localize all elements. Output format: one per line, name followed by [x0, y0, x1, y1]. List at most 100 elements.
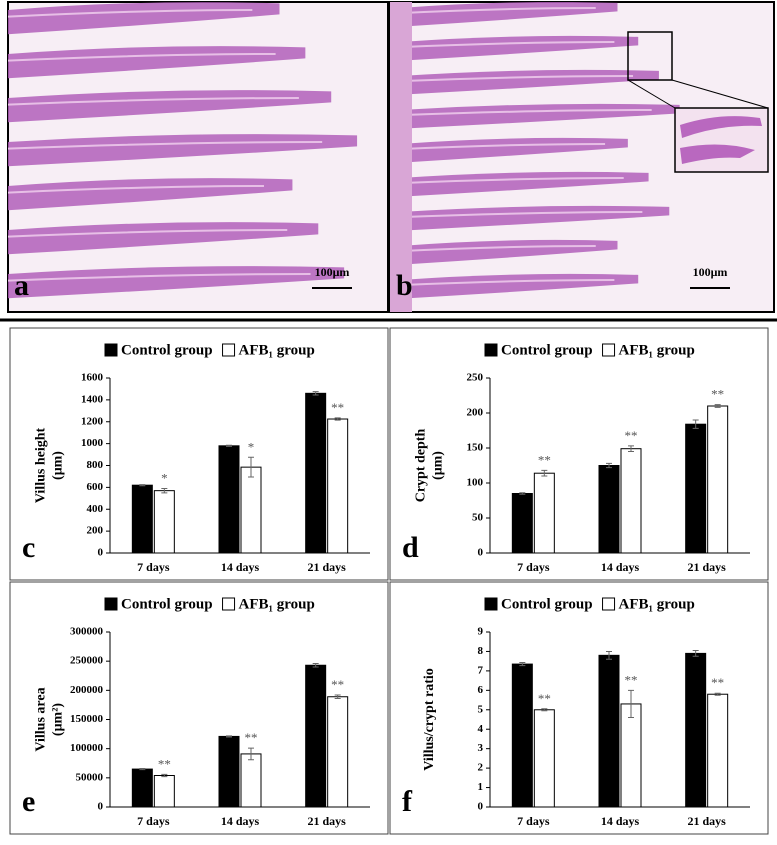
legend-swatch [484, 343, 498, 357]
y-tick-label: 5 [478, 703, 484, 715]
error-bar [161, 487, 168, 494]
x-tick-label: 14 days [221, 814, 260, 828]
legend-swatch [104, 343, 118, 357]
error-bar [248, 747, 254, 761]
y-tick-label: 9 [478, 626, 484, 638]
x-tick-label: 14 days [221, 560, 260, 574]
bar [685, 652, 707, 808]
legend-swatch [222, 597, 236, 611]
y-tick-label: 1000 [81, 437, 104, 449]
legend-label: Control group [121, 342, 213, 358]
y-tick-label: 250 [467, 372, 484, 384]
significance: ** [711, 675, 724, 690]
villus-core [399, 75, 634, 83]
legend-label: Control group [501, 596, 593, 612]
y-tick-label: 1400 [81, 393, 104, 405]
panel-label: c [22, 531, 35, 564]
significance: ** [331, 400, 344, 415]
y-axis-label: Crypt depth [414, 429, 429, 503]
y-tick-label: 0 [98, 801, 104, 813]
error-bar [714, 404, 721, 408]
x-tick-label: 21 days [687, 560, 726, 574]
error-bar [139, 484, 146, 487]
villus-core [399, 41, 615, 49]
legend-label: AFB₁ group [239, 342, 315, 358]
y-axis-label: Villus height [34, 428, 49, 504]
error-bar [541, 708, 548, 712]
y-tick-label: 3 [478, 742, 484, 754]
error-bar [606, 650, 612, 660]
y-tick-label: 250000 [70, 655, 104, 667]
bar [533, 472, 555, 554]
y-tick-label: 150 [467, 442, 484, 454]
error-bar [519, 492, 526, 495]
error-bar [226, 444, 232, 447]
legend-swatch [602, 597, 616, 611]
bar [511, 493, 533, 554]
villus-core [399, 211, 643, 219]
legend-label: Control group [121, 596, 213, 612]
villus-core [399, 7, 596, 15]
bar [240, 753, 262, 808]
y-tick-label: 7 [478, 664, 484, 676]
y-tick-label: 400 [87, 503, 104, 515]
y-tick-label: 150000 [70, 713, 104, 725]
bar [327, 418, 349, 554]
error-bar [606, 462, 612, 469]
legend-swatch [484, 597, 498, 611]
y-tick-label: 0 [478, 801, 484, 813]
bar [707, 693, 729, 808]
villus-core [8, 53, 276, 62]
y-tick-label: 50 [472, 512, 484, 524]
zoom-line [627, 79, 676, 109]
legend-label: AFB₁ group [239, 596, 315, 612]
error-bar [714, 692, 721, 696]
y-tick-label: 100000 [70, 742, 104, 754]
bar [240, 466, 262, 554]
x-tick-label: 7 days [137, 814, 170, 828]
y-axis-label: (μm) [431, 451, 446, 480]
bar [707, 405, 729, 554]
y-tick-label: 0 [478, 547, 484, 559]
x-tick-label: 21 days [307, 814, 346, 828]
y-tick-label: 200 [87, 525, 104, 537]
error-bar [692, 649, 699, 657]
villus-core [8, 141, 323, 150]
panel-frame [9, 581, 389, 835]
error-bar [628, 689, 634, 719]
panel-label: d [402, 531, 419, 564]
bar [511, 663, 533, 808]
bar [327, 696, 349, 808]
zoom-box [627, 31, 673, 81]
error-bar [519, 662, 526, 667]
bar [533, 709, 555, 808]
villus-core [8, 273, 311, 282]
significance: ** [538, 691, 551, 706]
error-bar [628, 445, 634, 452]
y-tick-label: 800 [87, 459, 104, 471]
villus-core [399, 245, 596, 253]
legend-swatch [602, 343, 616, 357]
y-axis-label: Villus/crypt ratio [422, 668, 437, 771]
y-tick-label: 100 [467, 477, 484, 489]
villus-core [399, 279, 615, 287]
error-bar [692, 419, 699, 429]
y-axis-label: Villus area [34, 687, 49, 751]
y-tick-label: 0 [98, 547, 104, 559]
zoom-line [671, 79, 769, 109]
significance: * [161, 470, 168, 485]
legend-swatch [222, 343, 236, 357]
panel-label: e [22, 785, 35, 818]
bar [685, 423, 707, 554]
significance: ** [711, 387, 724, 402]
villus-core [399, 109, 652, 117]
significance: ** [625, 428, 638, 443]
significance: ** [625, 672, 638, 687]
significance: ** [245, 730, 258, 745]
y-axis-label: (μm) [51, 451, 66, 480]
legend-label: AFB₁ group [619, 596, 695, 612]
scale-bar-label: 100μm [693, 265, 728, 279]
significance: ** [158, 756, 171, 771]
significance: ** [538, 452, 551, 467]
error-bar [334, 694, 341, 699]
